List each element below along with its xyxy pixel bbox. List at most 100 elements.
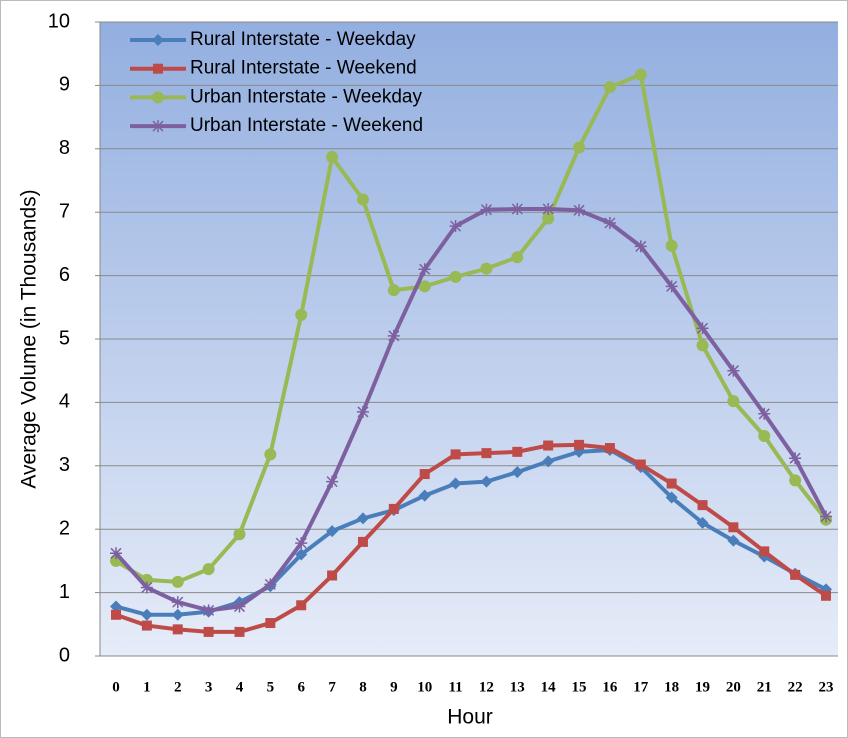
data-point <box>418 280 431 293</box>
series-line <box>114 72 828 584</box>
data-point <box>543 440 554 451</box>
x-tick-label: 0 <box>112 679 120 695</box>
data-point <box>789 474 802 487</box>
data-point <box>758 430 771 443</box>
x-tick-label: 2 <box>174 679 182 695</box>
data-point <box>821 590 831 601</box>
y-tick-label: 1 <box>59 581 70 603</box>
data-point <box>604 443 615 454</box>
data-point <box>542 203 555 216</box>
data-point <box>789 452 802 465</box>
legend-marker <box>152 120 164 133</box>
data-point <box>728 522 739 533</box>
data-point <box>233 600 246 613</box>
data-point <box>203 626 214 637</box>
data-point <box>171 608 184 621</box>
data-point <box>387 284 400 297</box>
data-point <box>727 364 740 377</box>
data-point <box>665 280 678 293</box>
data-point <box>820 510 832 523</box>
x-tick-label: 5 <box>267 679 275 695</box>
x-tick-label: 3 <box>205 679 213 695</box>
x-tick-label: 14 <box>541 679 557 695</box>
y-tick-label: 0 <box>59 644 70 666</box>
data-point <box>141 620 152 631</box>
data-point <box>573 204 586 217</box>
x-tick-label: 4 <box>236 679 244 695</box>
legend-marker <box>152 34 164 46</box>
data-point <box>326 151 339 164</box>
data-point <box>634 240 647 253</box>
x-tick-label: 9 <box>390 679 398 695</box>
data-point <box>542 212 555 225</box>
data-point <box>480 262 493 275</box>
data-point <box>449 477 462 490</box>
x-tick-label: 10 <box>417 679 432 695</box>
data-point <box>696 322 709 335</box>
data-point <box>696 339 709 352</box>
data-point <box>295 308 308 321</box>
x-tick-label: 7 <box>328 679 336 695</box>
data-point <box>233 528 246 541</box>
legend-label: Urban Interstate - Weekday <box>190 86 422 107</box>
data-point <box>326 525 339 538</box>
y-tick-label: 7 <box>59 200 70 222</box>
data-point <box>356 193 369 206</box>
data-point <box>512 446 523 457</box>
data-point <box>542 455 555 468</box>
series-line <box>115 442 828 634</box>
legend-label: Rural Interstate - Weekday <box>190 29 416 50</box>
data-point <box>574 439 585 450</box>
data-point <box>111 609 121 620</box>
y-tick-label: 9 <box>59 74 70 96</box>
x-tick-label: 15 <box>572 679 587 695</box>
x-tick-label: 11 <box>448 679 462 695</box>
legend-label: Rural Interstate - Weekend <box>190 58 417 79</box>
data-point <box>326 475 339 488</box>
x-tick-label: 12 <box>479 679 494 695</box>
data-point <box>511 466 524 479</box>
data-point <box>202 563 215 576</box>
x-tick-label: 16 <box>602 679 618 695</box>
data-point <box>511 203 524 216</box>
data-point <box>759 546 770 557</box>
data-point <box>140 581 153 594</box>
x-tick-label: 13 <box>510 679 525 695</box>
data-point <box>140 608 153 621</box>
data-point <box>603 81 616 94</box>
data-point <box>449 270 462 283</box>
data-point <box>387 329 400 342</box>
x-tick-label: 8 <box>359 679 367 695</box>
data-point <box>264 578 277 591</box>
x-tick-label: 1 <box>143 679 151 695</box>
data-point <box>449 220 462 233</box>
data-point <box>388 503 399 514</box>
data-point <box>480 203 493 216</box>
data-point <box>790 569 801 580</box>
data-point <box>265 618 276 629</box>
data-point <box>450 449 461 460</box>
data-point <box>727 395 740 408</box>
x-tick-label: 21 <box>757 679 772 695</box>
x-tick-label: 17 <box>633 679 649 695</box>
data-point <box>110 600 122 613</box>
data-point <box>697 500 708 511</box>
data-point <box>418 263 431 276</box>
y-tick-label: 10 <box>48 10 70 32</box>
data-point <box>758 407 771 420</box>
data-point <box>418 489 431 502</box>
data-point <box>666 478 677 489</box>
data-point <box>603 216 616 229</box>
y-tick-label: 5 <box>59 327 70 349</box>
data-point <box>634 68 647 81</box>
x-tick-label: 23 <box>819 679 834 695</box>
legend-marker <box>152 91 164 104</box>
data-point <box>357 536 368 547</box>
series-line <box>115 447 827 617</box>
x-axis-title: Hour <box>447 706 493 729</box>
y-tick-label: 6 <box>59 264 70 286</box>
data-point <box>171 575 184 588</box>
data-point <box>172 624 183 635</box>
data-point <box>727 534 740 547</box>
